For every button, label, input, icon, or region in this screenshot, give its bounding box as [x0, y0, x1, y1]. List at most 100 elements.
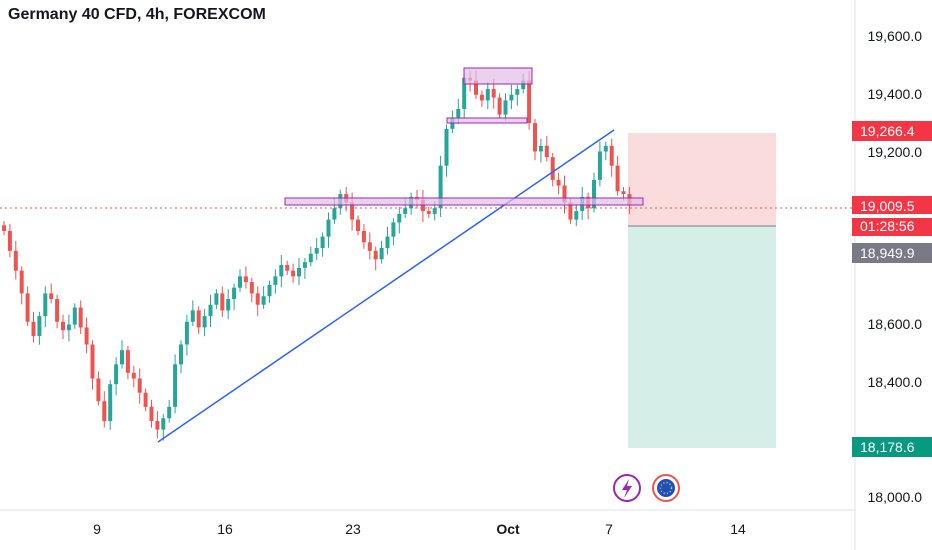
candle-body — [367, 242, 372, 251]
candle-body — [308, 253, 313, 263]
candle-body — [72, 307, 77, 325]
candle-body — [391, 222, 396, 237]
candlestick-series — [2, 70, 632, 441]
time-tick: 23 — [345, 521, 361, 537]
stop-loss-zone[interactable] — [628, 133, 776, 226]
candle-body — [161, 418, 166, 430]
candle-body — [84, 327, 89, 345]
candle-body — [426, 211, 431, 214]
take-profit-zone[interactable] — [628, 226, 776, 448]
candle-body — [550, 157, 555, 180]
candle-body — [255, 293, 260, 305]
candle-body — [356, 219, 360, 231]
entry-price-tag: 18,949.9 — [852, 243, 932, 263]
support-zone[interactable] — [284, 197, 644, 206]
candle-body — [615, 165, 620, 192]
price-tick: 18,400.0 — [867, 374, 923, 390]
candle-body — [125, 350, 130, 373]
candle-body — [326, 219, 331, 237]
candle-body — [108, 384, 113, 422]
candle-body — [66, 324, 71, 331]
candle-body — [574, 211, 579, 220]
candle-body — [373, 250, 378, 260]
top-resistance-zone[interactable] — [463, 67, 533, 85]
candle-body — [143, 392, 148, 407]
current-price-tag: 19,009.5 — [852, 196, 932, 214]
price-tick: 19,200.0 — [867, 144, 923, 160]
candle-body — [361, 230, 366, 243]
candle-body — [267, 284, 272, 297]
price-tick: 19,600.0 — [867, 28, 923, 44]
candle-body — [131, 372, 136, 379]
candle-body — [173, 364, 178, 407]
candle-body — [538, 145, 543, 152]
candle-body — [597, 151, 602, 180]
candle-body — [220, 293, 225, 311]
time-tick: 16 — [217, 521, 233, 537]
candle-body — [232, 287, 237, 300]
price-tick: 18,000.0 — [867, 489, 923, 505]
candle-body — [49, 293, 54, 300]
candle-body — [90, 344, 95, 379]
lightning-icon[interactable] — [613, 474, 641, 502]
candle-body — [214, 293, 219, 305]
take-profit-price-tag: 18,178.6 — [852, 437, 932, 457]
candle-body — [403, 208, 408, 214]
candle-body — [184, 321, 189, 345]
chart-title: Germany 40 CFD, 4h, FOREXCOM — [8, 6, 266, 23]
candle-body — [603, 145, 608, 152]
candle-body — [314, 247, 319, 254]
mid-resistance-zone[interactable] — [446, 117, 528, 124]
candle-body — [279, 265, 284, 277]
candle-body — [609, 145, 614, 166]
stop-loss-price-tag: 19,266.4 — [852, 121, 932, 141]
bar-countdown: 01:28:56 — [852, 218, 932, 236]
candle-body — [479, 94, 484, 101]
candle-body — [167, 406, 172, 419]
candle-body — [515, 89, 520, 95]
candle-body — [397, 213, 402, 223]
eu-flag-icon[interactable] — [652, 474, 680, 502]
candle-body — [533, 123, 537, 152]
candle-body — [243, 276, 248, 283]
candle-body — [226, 299, 231, 311]
candle-body — [61, 321, 65, 331]
candle-body — [297, 267, 301, 277]
candle-body — [592, 179, 596, 209]
candle-body — [208, 304, 213, 317]
trendline[interactable] — [157, 129, 615, 443]
candle-body — [556, 179, 561, 186]
candle-body — [37, 316, 42, 336]
candle-body — [114, 364, 119, 385]
candle-body — [238, 276, 242, 288]
candle-body — [320, 236, 325, 248]
candle-body — [202, 316, 207, 328]
candle-body — [621, 191, 626, 195]
price-tick: 19,400.0 — [867, 86, 923, 102]
candle-body — [485, 89, 490, 101]
time-tick: Oct — [496, 521, 520, 537]
candle-body — [285, 265, 290, 271]
candle-body — [332, 208, 337, 220]
candle-body — [78, 307, 83, 328]
candle-body — [562, 185, 567, 203]
candle-body — [456, 108, 461, 118]
candle-body — [149, 406, 154, 422]
candle-body — [273, 276, 278, 285]
candle-body — [102, 401, 107, 422]
candle-body — [179, 344, 183, 365]
time-tick: 14 — [730, 521, 746, 537]
candle-body — [43, 293, 48, 317]
candle-body — [120, 350, 124, 365]
candle-body — [350, 202, 355, 220]
candle-body — [497, 97, 502, 115]
candle-body — [13, 250, 18, 271]
candle-body — [155, 421, 160, 430]
candle-body — [491, 89, 496, 98]
candle-body — [432, 208, 437, 214]
candle-body — [2, 225, 6, 231]
candle-body — [302, 262, 307, 268]
candle-body — [190, 310, 195, 322]
candle-body — [462, 77, 467, 109]
